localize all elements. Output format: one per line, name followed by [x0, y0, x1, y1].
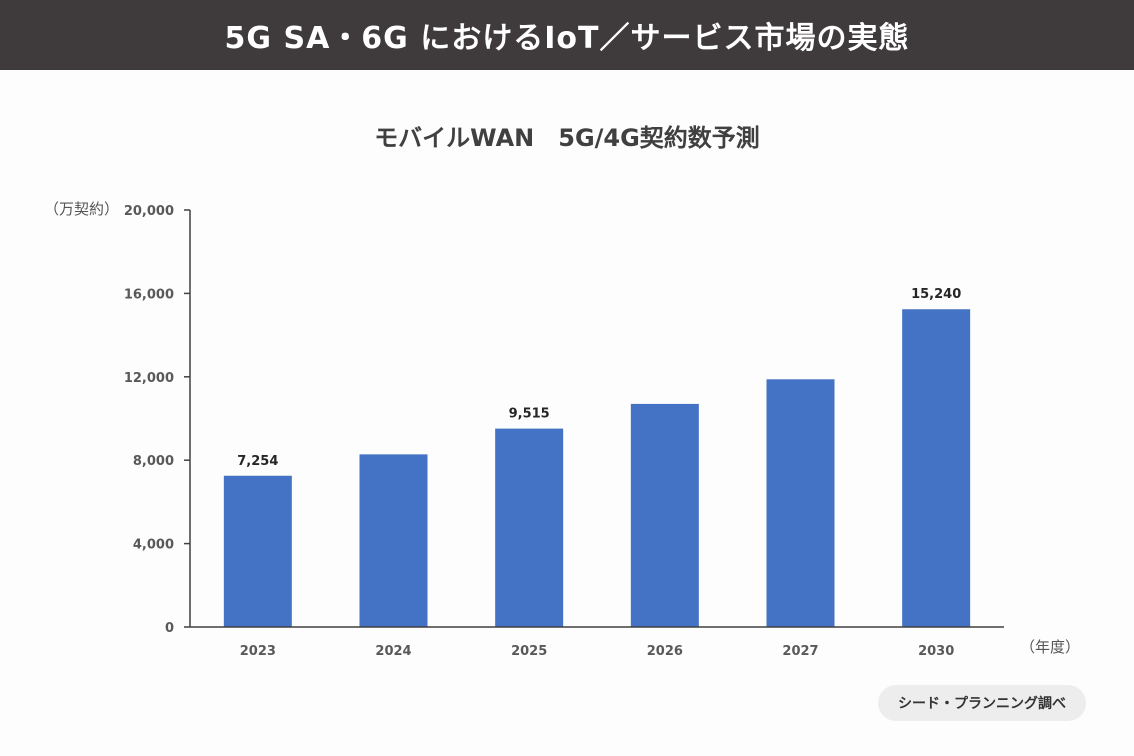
source-label: シード・プランニング調べ [898, 696, 1066, 712]
y-tick-label: 20,000 [124, 204, 174, 219]
y-axis-unit: （万契約） [44, 200, 120, 218]
y-tick-label: 4,000 [133, 538, 174, 553]
chart-title: モバイルWAN 5G/4G契約数予測 [374, 124, 760, 152]
page-banner: 5G SA・6G におけるIoT／サービス市場の実態 [0, 0, 1134, 70]
bar-series [223, 309, 971, 627]
bar-2024 [359, 454, 428, 627]
source-badge: シード・プランニング調べ [878, 685, 1086, 721]
bar-2025 [495, 428, 564, 627]
y-tick-label: 8,000 [133, 454, 174, 469]
x-tick-label-2025: 2025 [511, 644, 547, 659]
y-axis-ticks: 0 4,000 8,000 12,000 16,000 20,000 [124, 204, 190, 636]
banner-title: 5G SA・6G におけるIoT／サービス市場の実態 [224, 21, 910, 56]
bar-2026 [630, 403, 699, 627]
data-labels: 7,254 9,515 15,240 [237, 287, 961, 469]
x-axis-ticks: 2023 2024 2025 2026 2027 2030 [240, 644, 955, 659]
data-label-2023: 7,254 [237, 454, 278, 469]
data-label-2030: 15,240 [911, 287, 961, 302]
x-axis-unit: （年度） [1020, 638, 1081, 656]
x-tick-label-2026: 2026 [647, 644, 683, 659]
data-label-2025: 9,515 [509, 407, 550, 422]
x-tick-label-2023: 2023 [240, 644, 276, 659]
bar-2027 [766, 379, 835, 627]
bar-2030 [902, 309, 971, 627]
y-tick-label: 0 [165, 621, 174, 636]
x-tick-label-2024: 2024 [375, 644, 411, 659]
bar-2023 [223, 475, 292, 627]
x-tick-label-2027: 2027 [782, 644, 818, 659]
x-tick-label-2030: 2030 [918, 644, 954, 659]
y-tick-label: 16,000 [124, 287, 174, 302]
y-tick-label: 12,000 [124, 371, 174, 386]
